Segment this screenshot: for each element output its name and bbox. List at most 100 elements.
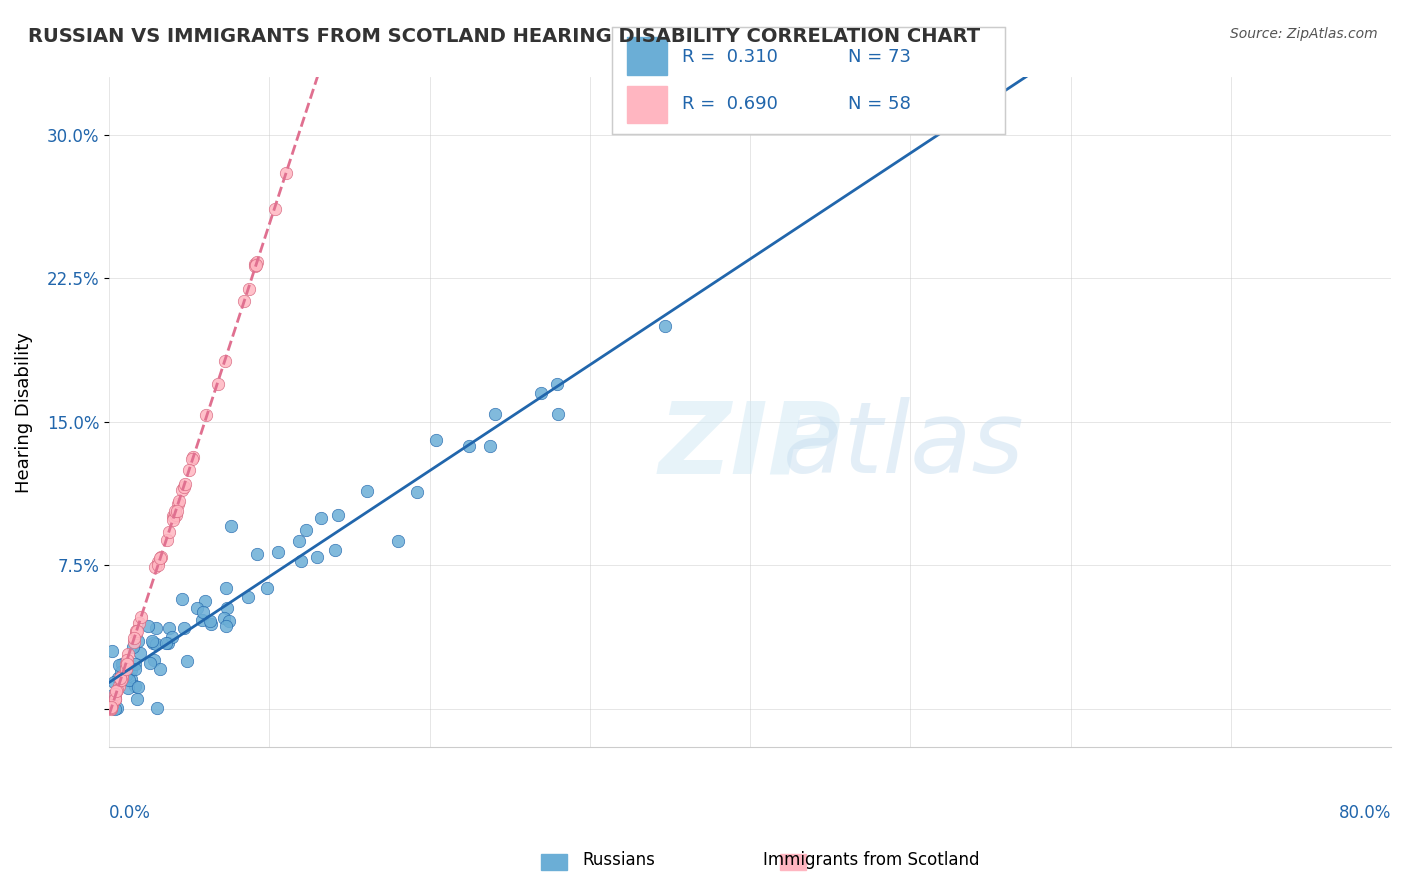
Russians (118, 673, 141, 687)
Immigrants from Scotland (110, 671, 132, 685)
Immigrants from Scotland (167, 494, 190, 508)
Bar (627, 37, 666, 75)
Russians (124, 662, 146, 676)
Russians (115, 668, 138, 682)
Russians (149, 662, 172, 676)
Russians (267, 544, 290, 558)
Text: Immigrants from Scotland: Immigrants from Scotland (763, 851, 980, 869)
Text: RUSSIAN VS IMMIGRANTS FROM SCOTLAND HEARING DISABILITY CORRELATION CHART: RUSSIAN VS IMMIGRANTS FROM SCOTLAND HEAR… (28, 27, 980, 45)
Immigrants from Scotland (162, 508, 184, 523)
Text: R =  0.310: R = 0.310 (682, 48, 779, 66)
Immigrants from Scotland (143, 560, 166, 574)
Text: N = 58: N = 58 (848, 95, 911, 112)
Text: atlas: atlas (783, 397, 1025, 494)
Immigrants from Scotland (149, 551, 172, 566)
Russians (305, 549, 328, 564)
Text: ZIP: ZIP (658, 397, 842, 494)
Russians (127, 680, 149, 694)
Immigrants from Scotland (117, 647, 139, 661)
Russians (101, 644, 124, 658)
Russians (110, 665, 132, 679)
Immigrants from Scotland (243, 259, 266, 273)
Russians (145, 621, 167, 635)
Immigrants from Scotland (166, 504, 188, 518)
Immigrants from Scotland (181, 451, 204, 466)
Russians (173, 621, 195, 635)
Russians (156, 636, 179, 650)
Immigrants from Scotland (155, 533, 177, 548)
Russians (215, 581, 238, 595)
Immigrants from Scotland (125, 626, 148, 640)
Immigrants from Scotland (124, 631, 146, 645)
Russians (108, 658, 131, 673)
Immigrants from Scotland (114, 657, 136, 672)
Russians (124, 657, 146, 672)
Russians (484, 407, 506, 421)
Russians (200, 616, 222, 631)
Immigrants from Scotland (177, 463, 200, 477)
Immigrants from Scotland (246, 254, 269, 268)
Russians (127, 633, 149, 648)
Russians (546, 377, 568, 392)
Immigrants from Scotland (115, 657, 138, 671)
Russians (142, 636, 165, 650)
Immigrants from Scotland (232, 294, 254, 309)
Immigrants from Scotland (100, 701, 122, 715)
Russians (218, 614, 240, 628)
Russians (105, 701, 128, 715)
Russians (406, 484, 429, 499)
Immigrants from Scotland (264, 202, 287, 216)
Text: R =  0.690: R = 0.690 (682, 95, 779, 112)
Immigrants from Scotland (146, 558, 169, 573)
Immigrants from Scotland (245, 258, 267, 272)
Immigrants from Scotland (125, 624, 148, 638)
Russians (288, 534, 311, 549)
Bar (627, 86, 666, 123)
Russians (100, 689, 122, 703)
Russians (139, 656, 162, 670)
Immigrants from Scotland (110, 671, 132, 685)
Russians (124, 679, 146, 693)
Text: 0.0%: 0.0% (110, 804, 150, 822)
Immigrants from Scotland (105, 683, 128, 698)
Russians (219, 519, 242, 533)
Russians (547, 407, 569, 421)
Russians (457, 439, 479, 453)
Russians (107, 672, 129, 686)
Immigrants from Scotland (110, 673, 132, 687)
Immigrants from Scotland (129, 609, 152, 624)
Russians (191, 613, 214, 627)
Russians (111, 657, 134, 671)
Russians (128, 646, 150, 660)
Russians (142, 653, 165, 667)
Russians (120, 673, 142, 687)
Immigrants from Scotland (101, 698, 124, 712)
Russians (176, 654, 198, 668)
Immigrants from Scotland (115, 653, 138, 667)
Russians (295, 524, 318, 538)
Russians (120, 663, 142, 677)
Russians (117, 681, 139, 695)
Immigrants from Scotland (170, 483, 193, 497)
Text: N = 73: N = 73 (848, 48, 911, 66)
Russians (104, 702, 127, 716)
Russians (104, 692, 127, 706)
Immigrants from Scotland (104, 687, 127, 701)
Russians (309, 511, 332, 525)
Russians (146, 701, 169, 715)
Russians (122, 640, 145, 654)
Immigrants from Scotland (173, 476, 195, 491)
Russians (145, 637, 167, 651)
Immigrants from Scotland (107, 679, 129, 693)
Text: Russians: Russians (582, 851, 655, 869)
Russians (162, 630, 184, 644)
Immigrants from Scotland (276, 166, 298, 180)
Immigrants from Scotland (128, 616, 150, 631)
Immigrants from Scotland (125, 624, 148, 639)
Immigrants from Scotland (173, 480, 195, 494)
Text: 80.0%: 80.0% (1339, 804, 1391, 822)
Russians (193, 605, 215, 619)
Immigrants from Scotland (122, 635, 145, 649)
Immigrants from Scotland (100, 699, 122, 714)
Russians (325, 543, 347, 558)
